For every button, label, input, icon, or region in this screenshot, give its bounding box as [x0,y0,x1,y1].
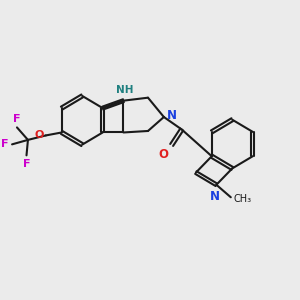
Text: N: N [210,190,220,203]
Text: F: F [13,114,21,124]
Text: O: O [34,130,44,140]
Text: F: F [1,140,9,149]
Text: CH₃: CH₃ [234,194,252,204]
Text: NH: NH [116,85,134,95]
Text: O: O [159,148,169,161]
Text: F: F [23,159,30,169]
Text: N: N [167,109,177,122]
